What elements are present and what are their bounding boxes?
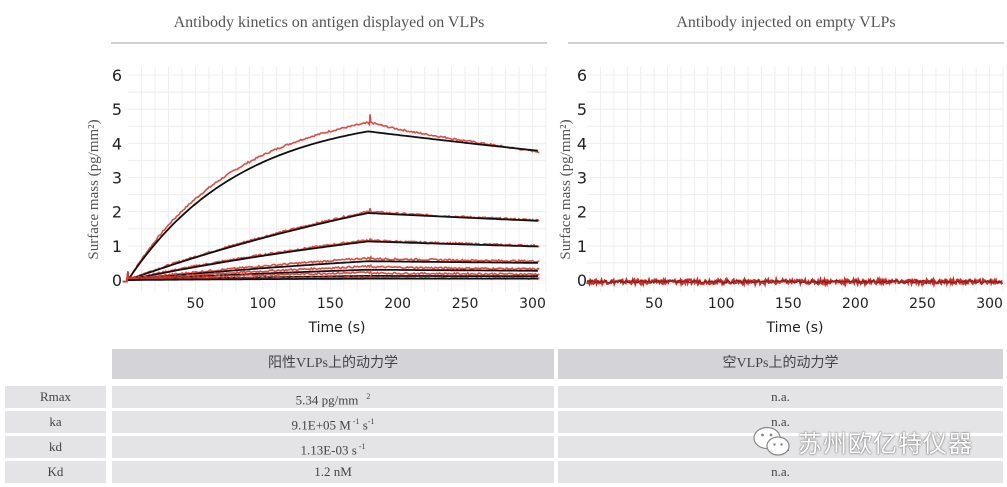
y-tick-label: 6: [577, 66, 587, 85]
y-axis-label: Surface mass (pg/mm²): [558, 119, 574, 259]
y-tick-label: 2: [577, 203, 587, 222]
table-row-empty-value: n.a.: [558, 461, 1003, 483]
y-tick-label: 3: [577, 169, 587, 188]
y-tick-label: 2: [112, 203, 122, 222]
left-title-divider: [111, 42, 547, 44]
x-tick-label: 200: [384, 296, 411, 312]
y-tick-label: 5: [577, 100, 587, 119]
left-panel-title: Antibody kinetics on antigen displayed o…: [173, 14, 485, 31]
value-text-tail: s: [359, 417, 368, 433]
series-line-fit-3: [127, 240, 538, 281]
table-row-param: kd: [5, 436, 106, 458]
x-tick-label: 150: [775, 296, 802, 312]
x-axis-label: Time (s): [766, 320, 824, 336]
series-line-measured-5: [122, 263, 540, 283]
table-row-positive-value: 9.1E+05 M -1 s-1: [112, 411, 554, 433]
series-line-measured-4: [122, 255, 540, 283]
y-tick-label: 3: [112, 169, 122, 188]
wechat-icon: [753, 426, 790, 456]
kinetics-chart-positive: 0 1 2 3 4 5 6 50 100 150 200 250 300 Time (s) Surface …: [86, 66, 547, 336]
x-tick-label: 100: [249, 296, 276, 312]
series-line-measured-6: [122, 268, 540, 283]
right-title-divider: [568, 42, 1004, 44]
y-tick-label: 1: [112, 237, 122, 256]
series-line-fit-1: [127, 130, 538, 281]
value-superscript: -1: [358, 442, 366, 451]
value-text: 9.1E+05 M: [291, 417, 351, 433]
y-tick-label: 1: [577, 237, 587, 256]
series-line-fit-7: [128, 277, 538, 281]
x-tick-label: 150: [317, 296, 344, 312]
x-tick-label: 300: [519, 296, 546, 312]
kinetics-chart-empty: 0 1 2 3 4 5 6 50 100 150 200 250 300 Time (s) Surface …: [558, 66, 1004, 336]
x-tick-label: 250: [452, 296, 479, 312]
table-row-positive-value: 1.13E-03 s -1: [112, 436, 554, 458]
series-line-fit-4: [127, 260, 538, 281]
x-tick-label: 100: [708, 296, 735, 312]
table-row-param: Kd: [5, 461, 106, 483]
x-tick-label: 200: [842, 296, 869, 312]
series-line-measured-empty: [585, 275, 1004, 289]
table-row-positive-value: 5.34 pg/mm 2: [112, 386, 554, 408]
series-line-fit-5: [127, 268, 538, 281]
value-superscript: 2: [366, 392, 371, 401]
x-tick-label: 250: [909, 296, 936, 312]
table-row-param: ka: [5, 411, 106, 433]
value-text: 1.2 nM: [314, 464, 352, 479]
x-tick-label: 300: [976, 296, 1003, 312]
x-axis-label: Time (s): [308, 320, 366, 336]
value-superscript: -1: [367, 417, 375, 426]
value-text: 1.13E-03 s: [300, 442, 357, 458]
y-tick-label: 0: [112, 271, 122, 290]
y-tick-label: 5: [112, 100, 122, 119]
y-tick-label: 4: [577, 134, 587, 153]
watermark-text: 苏州欧亿特仪器: [798, 430, 973, 458]
value-text: 5.34 pg/mm: [295, 392, 359, 408]
table-header-positive: 阳性VLPs上的动力学: [112, 349, 554, 379]
y-tick-label: 6: [112, 66, 122, 85]
y-tick-label: 4: [112, 134, 122, 153]
watermark: 苏州欧亿特仪器: [752, 424, 973, 459]
right-panel-title: Antibody injected on empty VLPs: [676, 14, 896, 31]
table-row-empty-value: n.a.: [558, 411, 1003, 433]
value-superscript: -1: [352, 417, 360, 426]
table-row-positive-value: 1.2 nM: [112, 461, 554, 483]
table-row-empty-value: n.a.: [558, 386, 1003, 408]
series-line-measured-empty-overlay: [586, 279, 1003, 285]
x-tick-label: 50: [187, 296, 205, 312]
y-axis-label: Surface mass (pg/mm²): [86, 119, 102, 259]
series-line-fit-2: [127, 212, 538, 281]
table-row-param: Rmax: [5, 386, 106, 408]
series-line-measured-1: [122, 114, 540, 284]
table-header-empty: 空VLPs上的动力学: [558, 349, 1003, 379]
x-tick-label: 50: [645, 296, 663, 312]
y-tick-label: 0: [577, 271, 587, 290]
